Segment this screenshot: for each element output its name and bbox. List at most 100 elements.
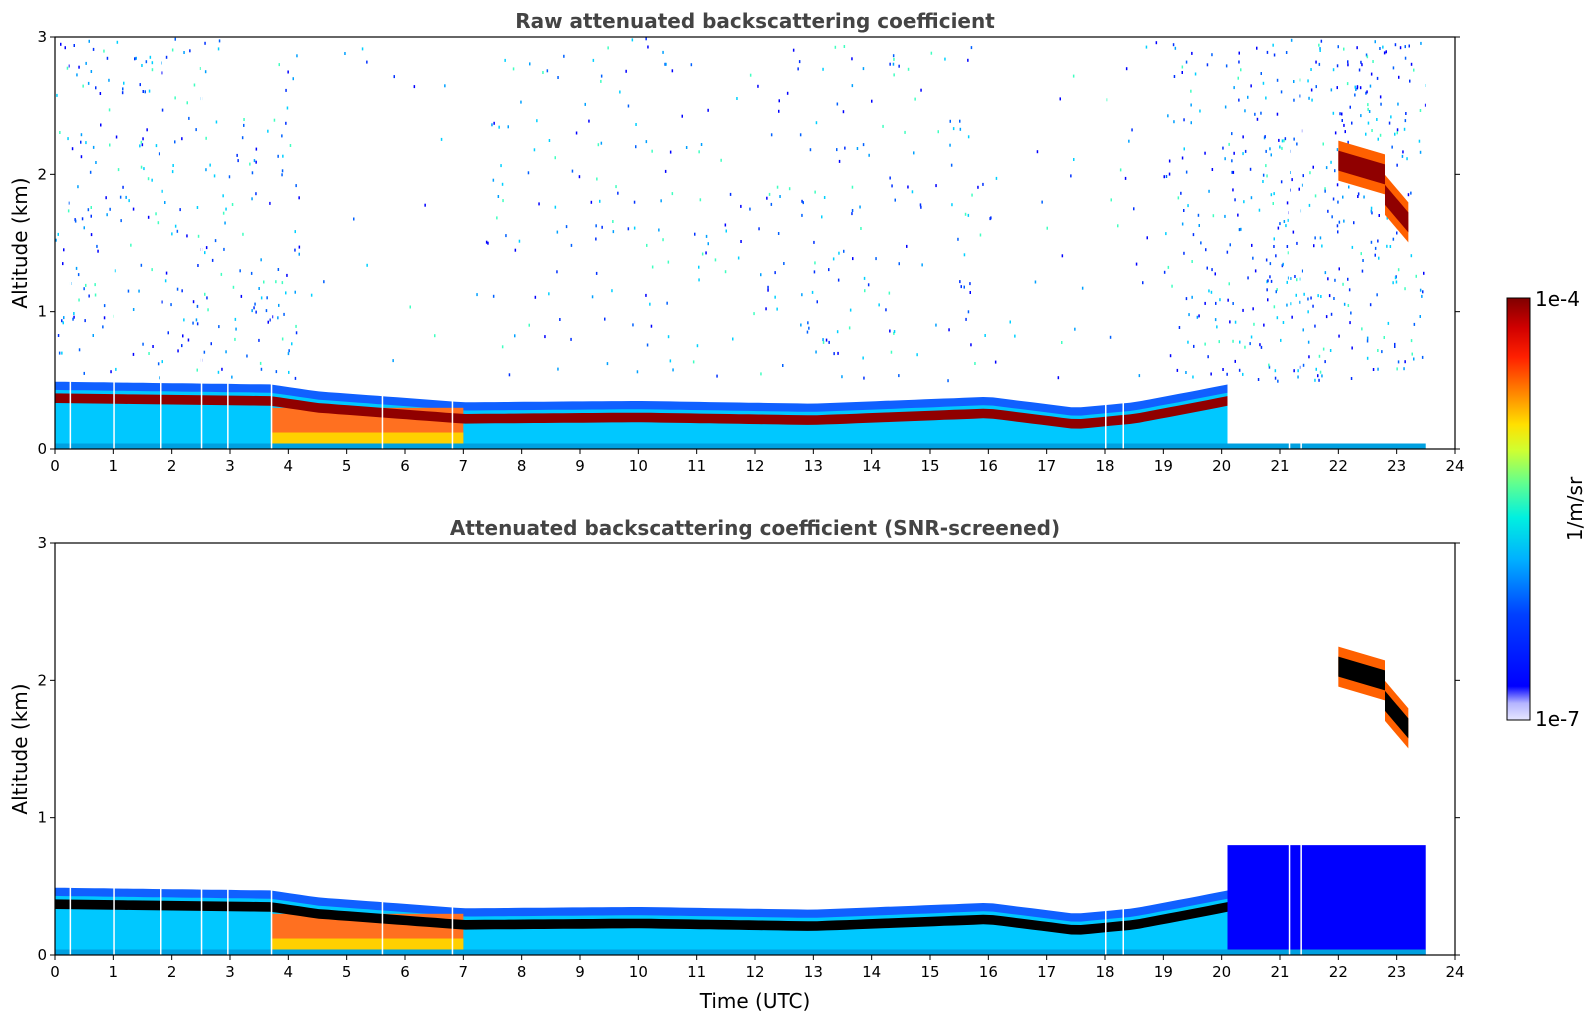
noise-pixel <box>921 263 923 267</box>
noise-pixel <box>816 300 818 304</box>
noise-pixel <box>1302 328 1304 332</box>
noise-pixel <box>1234 359 1236 363</box>
noise-pixel <box>71 147 74 151</box>
y-tick-label: 0 <box>37 440 47 458</box>
noise-pixel <box>1199 109 1201 113</box>
noise-pixel <box>1353 221 1355 225</box>
noise-pixel <box>1292 230 1295 234</box>
noise-pixel <box>1387 321 1390 325</box>
noise-pixel <box>646 343 649 347</box>
noise-pixel <box>92 47 95 51</box>
noise-pixel <box>1270 153 1272 157</box>
noise-pixel <box>1242 372 1244 376</box>
noise-pixel <box>783 262 785 265</box>
noise-pixel <box>1073 158 1075 161</box>
noise-pixel <box>647 45 649 49</box>
noise-pixel <box>1418 139 1421 143</box>
noise-pixel <box>1167 265 1170 269</box>
noise-pixel <box>1266 280 1268 284</box>
noise-pixel <box>1268 365 1271 369</box>
noise-pixel <box>1322 347 1325 351</box>
noise-pixel <box>1224 157 1226 161</box>
x-tick-label: 21 <box>1270 963 1289 981</box>
noise-pixel <box>196 304 199 308</box>
noise-pixel <box>105 196 107 200</box>
noise-pixel <box>1210 372 1212 376</box>
noise-pixel <box>919 203 922 207</box>
noise-pixel <box>1181 156 1184 160</box>
noise-pixel <box>497 195 500 198</box>
noise-pixel <box>612 220 614 223</box>
noise-pixel <box>1394 132 1396 136</box>
noise-pixel <box>1338 267 1340 271</box>
data-gap-line <box>451 37 454 449</box>
noise-pixel <box>181 344 183 348</box>
noise-pixel <box>1131 128 1133 132</box>
noise-pixel <box>836 330 839 334</box>
noise-pixel <box>1299 94 1301 98</box>
noise-pixel <box>701 252 704 256</box>
noise-pixel <box>811 290 814 294</box>
noise-pixel <box>214 239 217 243</box>
noise-pixel <box>1392 66 1395 70</box>
noise-pixel <box>1205 248 1207 252</box>
noise-pixel <box>1183 209 1185 212</box>
noise-pixel <box>1302 174 1304 178</box>
noise-pixel <box>808 326 810 330</box>
noise-pixel <box>1172 43 1175 47</box>
noise-pixel <box>814 190 816 194</box>
noise-pixel <box>140 140 143 144</box>
noise-pixel <box>1386 244 1388 248</box>
noise-pixel <box>1377 349 1379 352</box>
noise-pixel <box>258 287 260 290</box>
noise-pixel <box>1277 379 1279 383</box>
noise-pixel <box>243 118 245 121</box>
noise-pixel <box>1318 378 1320 382</box>
noise-pixel <box>967 135 970 139</box>
noise-pixel <box>1192 233 1195 237</box>
noise-pixel <box>323 280 325 284</box>
noise-pixel <box>1124 176 1127 180</box>
noise-pixel <box>1204 151 1206 155</box>
noise-pixel <box>1214 318 1217 322</box>
noise-pixel <box>1204 301 1206 305</box>
noise-pixel <box>1301 183 1303 187</box>
noise-pixel <box>758 227 760 231</box>
noise-pixel <box>1229 320 1231 324</box>
noise-pixel <box>243 123 245 127</box>
noise-pixel <box>161 360 163 364</box>
noise-pixel <box>959 127 962 131</box>
noise-pixel <box>1222 368 1224 371</box>
noise-pixel <box>1238 228 1241 232</box>
noise-pixel <box>1419 288 1422 292</box>
noise-pixel <box>651 149 653 153</box>
noise-pixel <box>85 61 87 65</box>
noise-pixel <box>1380 102 1382 106</box>
noise-pixel <box>951 203 953 207</box>
noise-pixel <box>228 175 231 179</box>
noise-pixel <box>240 294 243 298</box>
noise-pixel <box>512 67 515 71</box>
noise-pixel <box>1291 315 1293 319</box>
x-tick-label: 10 <box>629 963 648 981</box>
noise-pixel <box>893 57 895 61</box>
noise-pixel <box>700 143 703 146</box>
noise-pixel <box>77 185 79 189</box>
noise-pixel <box>667 335 670 339</box>
noise-pixel <box>1276 288 1278 292</box>
noise-pixel <box>1334 278 1336 282</box>
noise-pixel <box>696 344 699 348</box>
noise-pixel <box>970 46 973 50</box>
data-gap-line <box>227 37 229 449</box>
y-tick-label: 1 <box>37 303 47 321</box>
noise-pixel <box>1188 313 1190 317</box>
x-tick-label: 19 <box>1154 963 1173 981</box>
noise-pixel <box>1190 89 1192 93</box>
x-tick-label: 24 <box>1445 457 1464 475</box>
noise-pixel <box>724 270 727 274</box>
cloud-layer <box>1338 646 1409 749</box>
noise-pixel <box>948 328 950 332</box>
noise-pixel <box>590 200 593 204</box>
noise-pixel <box>1274 369 1277 373</box>
noise-pixel <box>1277 226 1280 230</box>
